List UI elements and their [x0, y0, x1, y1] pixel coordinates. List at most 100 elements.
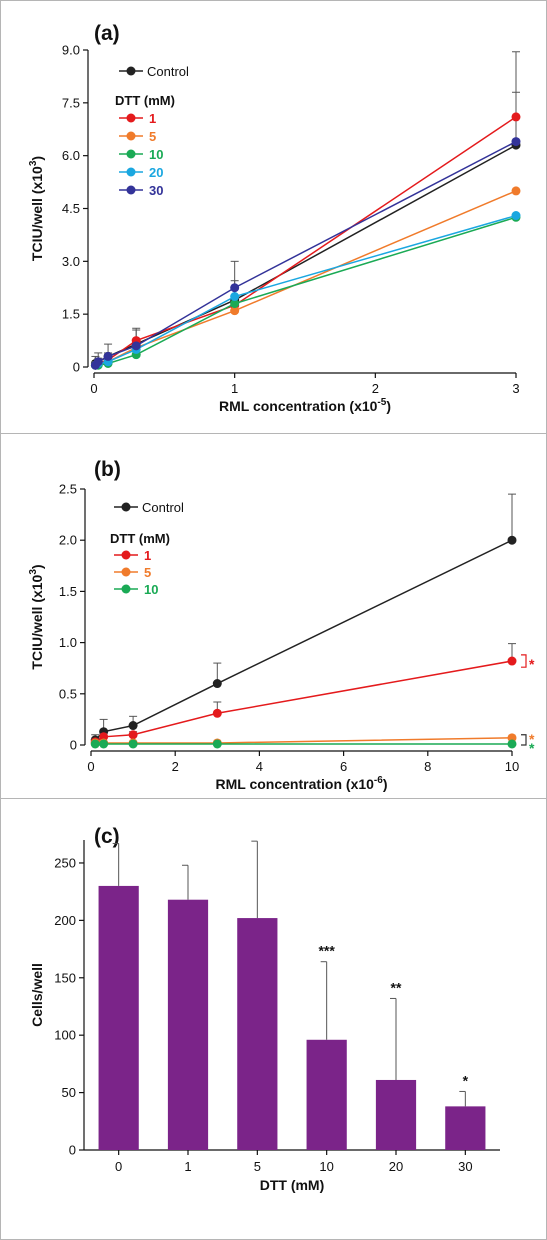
y-tick-label: 1.5 — [59, 584, 77, 599]
series-line — [94, 660, 513, 743]
significance-star: ** — [391, 979, 402, 995]
data-point — [511, 186, 521, 196]
significance-star: * — [463, 1072, 469, 1088]
x-axis-title: RML concentration (x10-6) — [215, 775, 387, 792]
y-tick-label: 4.5 — [62, 201, 80, 216]
x-axis-title: DTT (mM) — [260, 1177, 325, 1193]
data-point — [230, 299, 240, 309]
bar-dtt-10 — [306, 1039, 347, 1150]
data-point — [128, 721, 138, 731]
legend-marker — [121, 584, 131, 594]
legend-heading: DTT (mM) — [115, 93, 175, 108]
data-point — [511, 112, 521, 122]
series-line — [95, 737, 513, 744]
data-point — [99, 739, 109, 749]
x-tick-label: 0 — [115, 1159, 122, 1174]
series-line — [95, 216, 517, 366]
data-point — [212, 679, 222, 689]
data-point — [131, 341, 141, 351]
legend-entry-dtt-5: 5 — [144, 565, 151, 580]
y-tick-label: 7.5 — [62, 95, 80, 110]
y-tick-label: 0 — [73, 360, 80, 375]
legend-entry-dtt-5: 5 — [149, 129, 156, 144]
legend-marker — [126, 113, 136, 123]
y-tick-label: 1.0 — [59, 635, 77, 650]
y-axis-title: TCIU/well (x103) — [28, 156, 45, 261]
bar-dtt-5 — [237, 918, 278, 1150]
y-tick-label: 0.5 — [59, 686, 77, 701]
series-20 — [90, 211, 521, 370]
legend-entry-control: Control — [142, 500, 184, 515]
panel-a-line-chart: (a) 0 1.5 3.0 4.5 6.0 7.5 9.0 0 1 2 3 RML concentrat… — [28, 22, 521, 414]
x-tick-label: 2 — [372, 381, 379, 396]
y-tick-label: 250 — [54, 855, 76, 870]
y-tick-label: 150 — [54, 970, 76, 985]
series-line — [94, 539, 513, 741]
legend-entry-dtt-20: 20 — [149, 165, 163, 180]
y-tick-label: 6.0 — [62, 148, 80, 163]
x-tick-label: 4 — [256, 759, 263, 774]
x-tick-label: 0 — [90, 381, 97, 396]
y-axis-title: TCIU/well (x103) — [28, 564, 45, 669]
x-tick-label: 1 — [231, 381, 238, 396]
series-10 — [90, 739, 517, 749]
data-point — [507, 535, 517, 545]
x-tick-label: 10 — [319, 1159, 333, 1174]
data-point — [128, 730, 138, 740]
y-tick-label: 100 — [54, 1028, 76, 1043]
series-1 — [90, 643, 517, 747]
significance-star: * — [529, 740, 535, 756]
y-tick-label: 50 — [62, 1085, 76, 1100]
x-tick-label: 30 — [458, 1159, 472, 1174]
x-axis-title: RML concentration (x10-5) — [219, 397, 391, 414]
data-point — [511, 137, 521, 147]
significance-star: *** — [318, 943, 335, 959]
legend-marker — [126, 149, 136, 159]
series-5 — [90, 186, 521, 370]
significance-star: * — [529, 656, 535, 672]
panel-c-bar-chart: (c) 0 50 100 150 200 250 0 1 5 10 *** 20 ** 30 * DTT (mM… — [29, 825, 500, 1193]
x-tick-label: 3 — [512, 381, 519, 396]
x-tick-label: 10 — [505, 759, 519, 774]
legend-entry-control: Control — [147, 64, 189, 79]
significance-star: * — [529, 731, 535, 747]
x-tick-label: 0 — [87, 759, 94, 774]
data-point — [230, 306, 240, 316]
legend-marker — [126, 185, 136, 195]
y-tick-label: 1.5 — [62, 307, 80, 322]
y-tick-label: 9.0 — [62, 43, 80, 58]
y-tick-label: 2.5 — [59, 482, 77, 497]
series-5 — [90, 733, 517, 748]
series-30 — [90, 137, 521, 370]
legend-marker — [126, 66, 136, 76]
y-tick-label: 2.0 — [59, 533, 77, 548]
data-point — [212, 708, 222, 718]
data-point — [230, 292, 240, 302]
y-tick-label: 200 — [54, 913, 76, 928]
y-tick-label: 0 — [69, 1143, 76, 1158]
panel-label: (a) — [94, 22, 120, 45]
x-tick-label: 2 — [172, 759, 179, 774]
series-line — [95, 190, 517, 366]
legend-entry-dtt-1: 1 — [144, 548, 151, 563]
legend-entry-dtt-1: 1 — [149, 111, 156, 126]
data-point — [507, 656, 517, 666]
x-tick-label: 5 — [254, 1159, 261, 1174]
data-point — [511, 211, 521, 221]
legend-entry-dtt-10: 10 — [149, 147, 163, 162]
panel-b-line-chart: (b) 0 0.5 1.0 1.5 2.0 2.5 0 2 4 6 8 10 RML concentrat… — [28, 458, 535, 792]
legend-entry-dtt-10: 10 — [144, 582, 158, 597]
x-tick-label: 8 — [424, 759, 431, 774]
data-point — [128, 739, 138, 749]
x-tick-label: 1 — [184, 1159, 191, 1174]
bar-dtt-1 — [167, 899, 209, 1150]
y-tick-label: 3.0 — [62, 254, 80, 269]
panel-a-frame — [0, 0, 547, 434]
legend-marker — [121, 567, 131, 577]
legend-marker — [121, 502, 131, 512]
bar-dtt-30 — [445, 1106, 486, 1150]
significance-bracket — [521, 654, 527, 668]
x-tick-label: 20 — [389, 1159, 403, 1174]
data-point — [212, 739, 222, 749]
legend-marker — [121, 550, 131, 560]
